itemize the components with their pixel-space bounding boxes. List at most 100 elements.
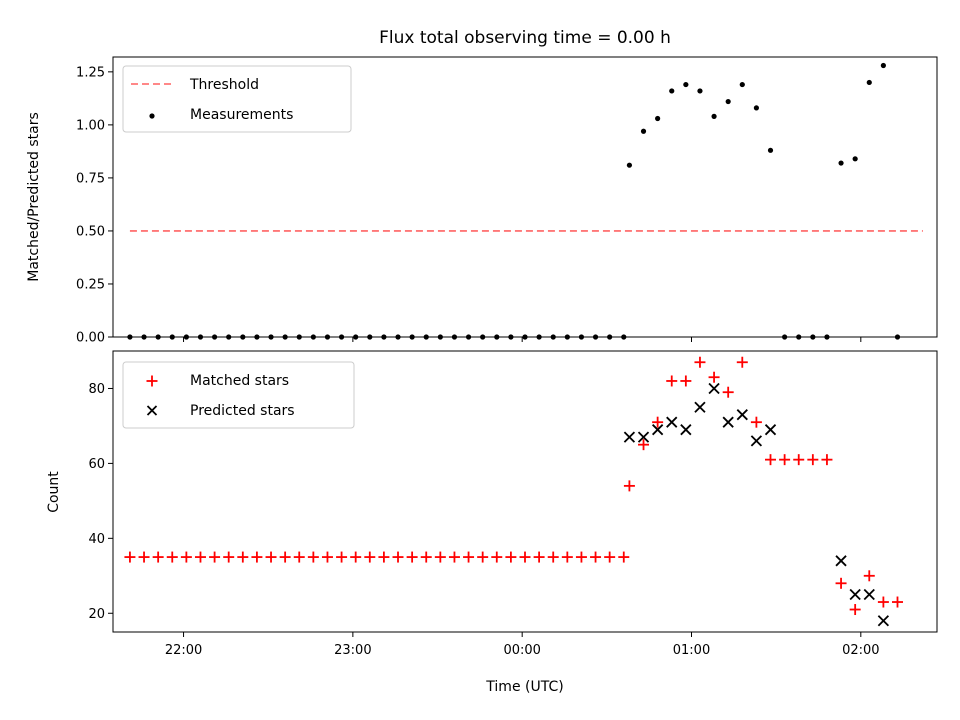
matched-star-point [448, 551, 460, 563]
bottom-y-axis-title: Count [46, 471, 62, 513]
predicted-star-point [651, 424, 664, 436]
measurement-point [626, 162, 633, 168]
matched-star-point [547, 551, 559, 563]
measurement-point [852, 156, 858, 162]
top-y-tick-label: 0.00 [76, 331, 105, 346]
bottom-legend-box [122, 361, 355, 429]
bottom-y-tick-label: 80 [88, 382, 105, 397]
predicted-star-point [722, 416, 734, 428]
legend-measurements-marker [149, 113, 155, 119]
predicted-star-point [863, 588, 875, 601]
matched-star-point [623, 480, 635, 492]
matched-star-point [604, 551, 616, 563]
top-y-tick-label: 1.25 [76, 65, 105, 80]
predicted-star-point [708, 382, 720, 395]
top-panel: 0.00 0.25 0.50 0.75 1.00 1.25 Matched/Predict… [26, 56, 938, 346]
matched-star-point [765, 454, 777, 466]
matched-star-point [477, 551, 489, 563]
matched-star-point [152, 551, 164, 563]
top-y-tick-label: 0.50 [76, 224, 105, 239]
top-legend: Threshold Measurements [122, 65, 352, 133]
matched-star-point [863, 570, 875, 582]
matched-star-point [209, 551, 221, 563]
measurement-point [697, 88, 703, 94]
legend-matched-marker [146, 375, 158, 387]
matched-star-point [124, 551, 136, 563]
matched-star-point [336, 551, 348, 563]
matched-star-point [750, 416, 762, 428]
matched-star-point [307, 551, 319, 563]
x-tick-label: 22:00 [165, 643, 202, 658]
x-axis-title: Time (UTC) [485, 679, 563, 695]
top-plot-frame [112, 56, 938, 338]
x-tick-label: 02:00 [842, 643, 879, 658]
matched-star-point [807, 454, 819, 466]
bottom-plot-frame [112, 350, 938, 633]
legend-matched-label: Matched stars [190, 373, 289, 389]
measurement-point [838, 160, 844, 166]
top-y-tick-label: 1.00 [76, 118, 105, 133]
legend-measurements-label: Measurements [190, 107, 293, 123]
matched-star-point [237, 551, 249, 563]
matched-star-point [835, 577, 847, 589]
x-tick-label: 00:00 [503, 643, 540, 658]
matched-star-point [251, 551, 263, 563]
matched-star-point [590, 551, 602, 563]
matched-star-point [293, 551, 305, 563]
measurement-point [711, 113, 717, 119]
matched-star-point [666, 375, 678, 387]
predicted-star-point [736, 409, 748, 421]
matched-star-point [166, 551, 178, 563]
chart-title: Flux total observing time = 0.00 h [379, 28, 671, 48]
matched-star-point [350, 551, 362, 563]
matched-star-point [463, 551, 475, 563]
predicted-star-point [637, 431, 650, 443]
predicted-star-point [623, 431, 636, 443]
top-y-tick-label: 0.75 [76, 171, 105, 186]
predicted-star-point [764, 424, 777, 436]
bottom-y-tick-label: 40 [88, 532, 105, 547]
matched-star-point [180, 551, 192, 563]
matched-star-point [793, 454, 805, 466]
matched-star-point [321, 551, 333, 563]
matched-star-point [638, 439, 650, 451]
matched-star-point [434, 551, 446, 563]
bottom-y-tick-label: 60 [88, 457, 105, 472]
legend-predicted-marker [146, 405, 158, 416]
predicted-star-point [694, 401, 706, 413]
matched-star-point [652, 416, 664, 428]
matched-star-point [491, 551, 503, 563]
measurement-point [739, 81, 745, 88]
matched-star-point [519, 551, 531, 563]
predicted-star-point [849, 588, 861, 601]
top-y-axis-title: Matched/Predicted stars [26, 112, 42, 282]
legend-predicted-label: Predicted stars [190, 403, 295, 419]
matched-star-point [694, 356, 706, 368]
measurement-point [669, 88, 675, 94]
measurement-point [655, 115, 661, 122]
predicted-star-point [877, 615, 890, 627]
x-tick-label: 23:00 [334, 643, 371, 658]
matched-star-point [891, 596, 903, 608]
predicted-star-point [666, 416, 678, 428]
matched-star-point [561, 551, 573, 563]
matched-star-point [194, 551, 206, 563]
matched-star-point [821, 454, 833, 466]
bottom-legend: Matched stars Predicted stars [122, 361, 355, 429]
measurement-point [880, 62, 886, 69]
matched-star-point [364, 551, 376, 563]
matched-star-point [575, 551, 587, 563]
matched-star-point [877, 596, 889, 608]
matched-star-point [533, 551, 545, 563]
matched-star-point [138, 551, 150, 563]
matched-star-point [378, 551, 390, 563]
measurement-point [767, 147, 774, 153]
matched-star-point [505, 551, 517, 563]
matched-star-point [223, 551, 235, 563]
matched-star-point [279, 551, 291, 563]
measurement-point [683, 81, 689, 88]
top-legend-box [122, 65, 352, 133]
matched-star-point [406, 551, 418, 563]
matched-star-point [722, 386, 734, 398]
